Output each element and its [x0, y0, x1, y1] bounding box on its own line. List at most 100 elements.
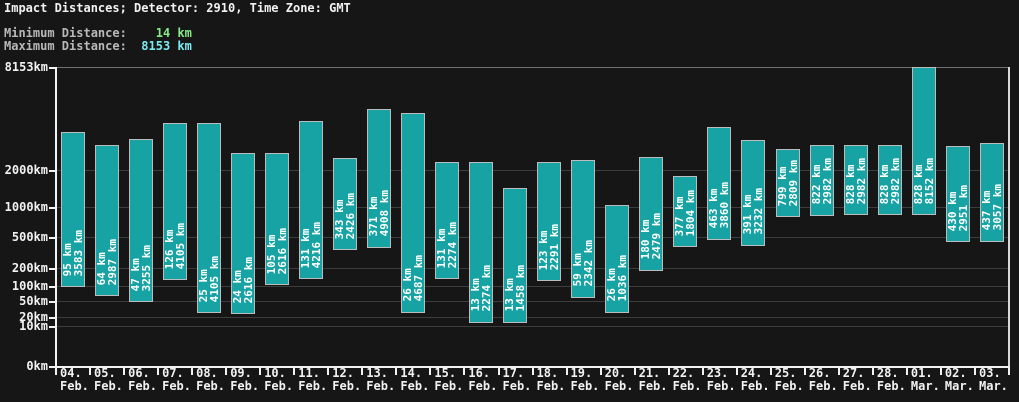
x-label-month: Feb.: [298, 379, 328, 393]
y-tick-label: 20km: [19, 310, 48, 324]
bar-value-labels: 105 km 2616 km: [265, 227, 289, 274]
bar-max-label: 2616 km: [241, 256, 255, 303]
x-axis-tick: [735, 368, 738, 375]
y-axis-tick: [49, 268, 55, 270]
x-label-day: 03.: [979, 366, 1001, 380]
bar-min-label: 822 km: [809, 165, 823, 205]
x-axis-tick: [667, 368, 670, 375]
bar-value-labels: 26 km 4687 km: [401, 255, 425, 301]
bar-min-label: 828 km: [877, 164, 891, 205]
range-bar: 377 km 1804 km: [673, 175, 698, 248]
x-label-month: Mar.: [979, 379, 1008, 393]
x-axis-tick: [803, 368, 806, 375]
bar-value-labels: 123 km 2291 km: [537, 224, 561, 270]
bar-max-label: 4216 km: [309, 222, 323, 269]
x-label-month: Feb.: [740, 379, 770, 393]
x-label-day: 02.: [944, 366, 967, 380]
bar-value-labels: 822 km 2982 km: [809, 158, 834, 205]
bar-value-labels: 828 km 2982 km: [877, 158, 902, 205]
bar-max-label: 3860 km: [718, 182, 732, 229]
range-bar: 126 km 4105 km: [162, 122, 187, 281]
x-axis-tick: [905, 368, 908, 375]
bar-min-label: 799 km: [775, 166, 789, 206]
x-axis-tick: [974, 368, 976, 375]
x-label-day: 05.: [94, 366, 116, 380]
y-axis-tick: [49, 207, 55, 209]
minimum-distance-value: 14 km: [155, 26, 192, 40]
x-label-day: 06.: [128, 366, 150, 380]
bar-value-labels: 371 km 4908 km: [367, 190, 391, 236]
bar-max-label: 3255 km: [139, 244, 153, 292]
bar-max-label: 8152 km: [922, 158, 936, 205]
range-bar: 59 km 2342 km: [571, 160, 596, 298]
range-bar: 799 km 2809 km: [775, 148, 800, 217]
y-axis-line: [55, 67, 57, 368]
x-label-day: 11.: [298, 366, 320, 380]
bar-value-labels: 828 km 8152 km: [911, 158, 936, 205]
x-label-month: Feb.: [434, 379, 464, 393]
minimum-distance-label: Minimum Distance:: [4, 26, 127, 40]
x-axis-tick: [599, 368, 602, 375]
bar-value-labels: 24 km 2616 km: [231, 256, 255, 303]
x-label-month: Feb.: [876, 379, 906, 393]
y-tick-label: 8153km: [4, 60, 48, 74]
x-label-day: 08.: [196, 366, 218, 380]
grid-line: [57, 326, 1009, 327]
bar-max-label: 2987 km: [105, 238, 119, 286]
bar-max-label: 1458 km: [514, 265, 528, 312]
x-label-day: 20.: [604, 366, 627, 380]
x-label-month: Feb.: [400, 379, 430, 393]
x-label-day: 23.: [706, 366, 729, 380]
y-tick-label: 50km: [19, 294, 48, 308]
x-label-month: Feb.: [60, 379, 89, 393]
y-axis-tick: [49, 170, 55, 172]
x-label-day: 21.: [638, 366, 661, 380]
bar-max-label: 2616 km: [275, 227, 289, 274]
range-bar: 105 km 2616 km: [264, 153, 289, 285]
y-axis-tick: [49, 286, 55, 288]
range-bar: 430 km 2951 km: [945, 145, 970, 243]
y-axis-tick: [49, 366, 55, 368]
bar-value-labels: 64 km 2987 km: [95, 238, 119, 286]
range-bar: 26 km 1036 km: [605, 205, 630, 313]
y-tick-label: 500km: [11, 230, 48, 244]
x-label-day: 17.: [502, 366, 525, 380]
range-bar: 828 km 2982 km: [843, 144, 868, 216]
grid-line: [57, 286, 1009, 287]
bar-value-labels: 131 km 2274 km: [435, 222, 459, 268]
bar-value-labels: 828 km 2982 km: [844, 158, 868, 204]
x-label-month: Feb.: [94, 379, 123, 393]
bar-value-labels: 799 km 2809 km: [775, 159, 800, 206]
grid-line: [57, 170, 1009, 171]
range-bar: 95 km 3583 km: [60, 132, 85, 288]
x-axis-tick: [531, 368, 534, 375]
bar-max-label: 2809 km: [786, 159, 800, 206]
x-axis-tick: [157, 368, 160, 375]
bar-max-label: 3232 km: [752, 188, 766, 235]
x-axis-tick: [497, 368, 500, 375]
bar-value-labels: 13 km 1458 km: [503, 265, 528, 312]
y-axis-tick: [49, 326, 55, 328]
x-axis-tick: [463, 368, 466, 375]
range-bar: 13 km 1458 km: [503, 187, 528, 323]
bar-max-label: 2274 km: [480, 265, 494, 312]
range-bar: 463 km 3860 km: [707, 127, 732, 240]
x-label-day: 13.: [366, 366, 388, 380]
x-label-month: Feb.: [706, 379, 736, 393]
maximum-distance-label: Maximum Distance:: [4, 39, 127, 53]
x-axis-tick: [1008, 368, 1010, 375]
range-bar: 47 km 3255 km: [128, 139, 153, 303]
range-bar: 343 km 2426 km: [333, 158, 357, 251]
bar-max-label: 2479 km: [650, 213, 664, 260]
grid-line: [57, 317, 1009, 318]
range-bar: 131 km 2274 km: [435, 162, 460, 280]
bar-min-label: 828 km: [911, 164, 925, 205]
x-axis-tick: [259, 368, 262, 375]
x-label-day: 19.: [570, 366, 593, 380]
x-axis-tick: [395, 368, 398, 375]
plot-right-border: [1008, 67, 1010, 368]
x-label-day: 10.: [264, 366, 286, 380]
x-label-day: 25.: [774, 366, 797, 380]
range-bar: 26 km 4687 km: [401, 112, 426, 313]
